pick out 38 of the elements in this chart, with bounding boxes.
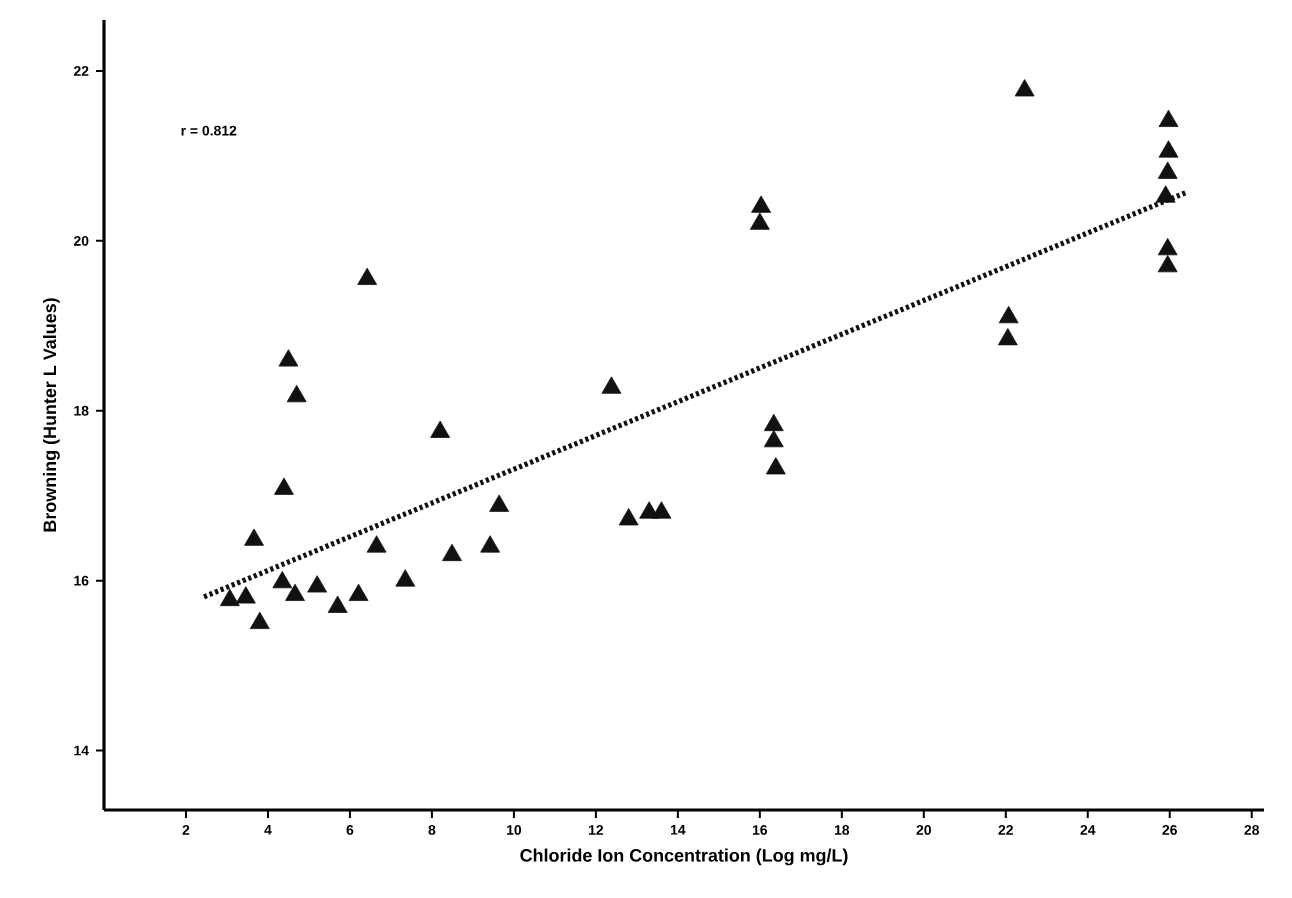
point [357,267,378,285]
point [366,535,387,553]
point [1157,161,1178,179]
point [997,328,1018,346]
point [1157,238,1178,256]
point [765,457,786,475]
point [278,349,299,367]
point [442,543,462,562]
point [480,535,501,553]
point [430,420,451,438]
point [763,413,784,432]
point [651,501,672,519]
point [249,611,270,629]
point [274,477,294,495]
point [489,494,510,512]
point [763,429,784,448]
point [751,195,771,213]
point [1014,79,1035,97]
point [1158,140,1179,158]
point [244,528,264,546]
y-axis-title: Browning (Hunter L Values) [43,298,60,532]
point [395,569,416,587]
point [286,384,307,403]
point [618,508,639,526]
point [348,583,369,601]
point [1158,109,1179,127]
point [307,575,328,593]
point [749,212,770,230]
x-axis-title: Chloride Ion Concentration (Log mg/L) [520,848,848,866]
point [235,586,256,604]
point [1157,254,1178,273]
point [1155,185,1176,203]
point [601,376,622,394]
point [219,588,240,607]
point [272,570,293,589]
point [998,305,1019,324]
point [327,595,348,613]
point [285,583,305,601]
